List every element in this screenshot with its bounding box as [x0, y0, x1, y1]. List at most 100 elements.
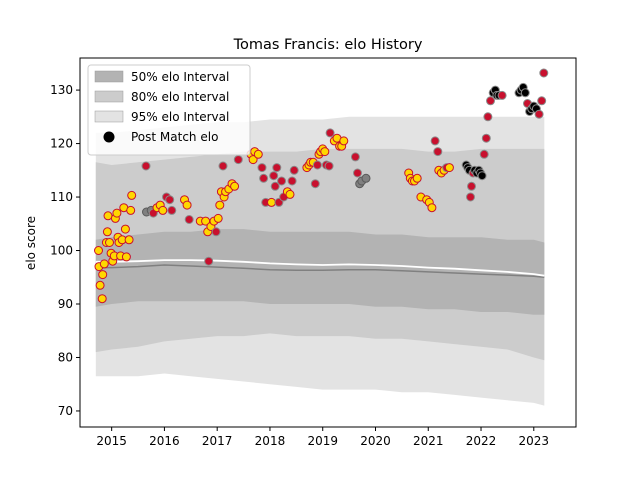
legend: 50% elo Interval 80% elo Interval 95% elo …: [87, 64, 251, 156]
post-match-point: [127, 190, 137, 200]
post-match-point: [94, 246, 103, 255]
post-match-point: [287, 176, 297, 186]
legend-label: 80% elo Interval: [131, 90, 229, 104]
post-match-point: [444, 163, 454, 173]
x-tick-label: 2023: [519, 434, 550, 448]
legend-swatch: [94, 110, 124, 123]
post-match-point: [339, 136, 349, 146]
post-match-point: [539, 68, 549, 78]
post-match-point: [98, 270, 108, 280]
post-match-point: [412, 173, 422, 183]
post-match-point: [97, 294, 107, 304]
y-tick-label: 90: [58, 297, 73, 311]
post-match-point: [269, 171, 279, 181]
plot-area: [94, 68, 549, 406]
post-match-point: [105, 238, 114, 247]
post-match-point: [95, 280, 105, 290]
post-match-point: [324, 161, 334, 171]
y-tick-label: 110: [50, 190, 73, 204]
post-match-point: [520, 88, 530, 98]
legend-swatch: [94, 70, 124, 83]
post-match-point: [430, 136, 440, 146]
post-match-point: [477, 171, 487, 181]
post-match-point: [466, 192, 475, 202]
x-tick-label: 2018: [255, 434, 286, 448]
x-tick-label: 2020: [360, 434, 391, 448]
post-match-point: [350, 152, 360, 162]
legend-label: 95% elo Interval: [131, 110, 229, 124]
post-match-point: [289, 165, 299, 175]
trend-lines: [95, 259, 545, 279]
post-match-point: [479, 149, 489, 159]
post-match-point: [99, 259, 109, 269]
post-match-point: [427, 203, 437, 213]
post-match-point: [285, 189, 295, 199]
x-axis: 2015 2016 2017 2018 2019 2020 2021 2022 2023: [96, 427, 549, 448]
x-tick-label: 2016: [149, 434, 180, 448]
post-match-point: [467, 181, 476, 191]
plot-frame: [79, 57, 577, 428]
chart-title: Tomas Francis: elo History: [233, 37, 423, 53]
post-match-point: [277, 176, 287, 186]
post-match-point: [218, 161, 228, 171]
y-axis-title: elo score: [24, 216, 38, 270]
x-tick-label: 2015: [96, 434, 127, 448]
post-match-point: [165, 195, 175, 205]
post-match-point: [124, 235, 134, 245]
post-match-point: [537, 96, 547, 106]
legend-marker: [103, 131, 115, 143]
x-tick-label: 2021: [413, 434, 444, 448]
post-match-point: [182, 200, 192, 210]
post-match-point: [534, 109, 544, 119]
legend-label: Post Match elo: [131, 130, 218, 144]
post-match-point: [204, 256, 214, 266]
band-50: [95, 229, 545, 315]
y-tick-label: 70: [58, 404, 73, 418]
post-match-point: [497, 90, 507, 100]
post-match-point: [310, 179, 320, 189]
post-match-point: [270, 181, 280, 191]
y-tick-label: 130: [50, 83, 73, 97]
post-match-point: [486, 96, 495, 106]
post-match-point: [267, 197, 276, 207]
interval-bands: [95, 116, 545, 406]
post-match-point: [353, 168, 362, 178]
post-match-point: [158, 205, 168, 215]
post-match-point: [112, 208, 122, 218]
post-match-point: [483, 112, 493, 122]
post-match-point: [433, 147, 443, 157]
post-match-point: [141, 161, 151, 171]
post-match-point: [213, 213, 223, 223]
post-match-point: [215, 200, 225, 210]
x-tick-label: 2019: [307, 434, 338, 448]
post-match-points: [94, 68, 549, 304]
post-match-point: [120, 224, 130, 234]
post-match-point: [103, 211, 113, 221]
post-match-point: [312, 160, 322, 170]
post-match-point: [102, 227, 112, 237]
post-match-point: [121, 252, 131, 262]
y-tick-label: 80: [58, 350, 73, 364]
post-match-point: [272, 163, 282, 173]
y-axis: 70 80 90 100 110 120 130: [50, 83, 80, 418]
x-tick-label: 2022: [466, 434, 497, 448]
post-match-point: [233, 155, 243, 165]
post-match-point: [257, 163, 267, 173]
post-match-point: [361, 173, 371, 183]
post-match-point: [253, 149, 263, 159]
post-match-point: [481, 133, 491, 143]
x-tick-label: 2017: [202, 434, 233, 448]
post-match-point: [126, 205, 136, 215]
post-match-point: [230, 181, 240, 191]
legend-frame: [87, 64, 251, 156]
post-match-point: [184, 215, 194, 224]
y-tick-label: 100: [50, 244, 73, 258]
legend-label: 50% elo Interval: [131, 70, 229, 84]
post-match-point: [320, 147, 330, 157]
median-line: [95, 264, 545, 279]
mean-line: [95, 259, 545, 277]
legend-swatch: [94, 90, 124, 103]
post-match-point: [167, 205, 177, 215]
y-tick-label: 120: [50, 137, 73, 151]
post-match-point: [259, 173, 269, 183]
